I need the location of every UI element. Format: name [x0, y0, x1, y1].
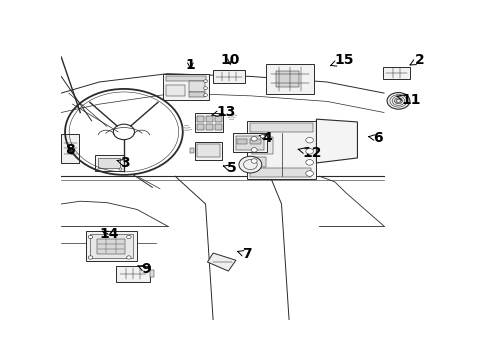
Circle shape — [119, 168, 122, 170]
Circle shape — [306, 138, 314, 143]
Circle shape — [88, 235, 93, 239]
Bar — [190, 148, 194, 153]
Text: 13: 13 — [212, 105, 236, 119]
Text: 15: 15 — [330, 53, 354, 67]
Polygon shape — [207, 253, 236, 271]
Bar — [95, 155, 124, 171]
Bar — [250, 168, 311, 177]
Bar — [252, 138, 273, 154]
Bar — [61, 134, 79, 163]
Bar — [250, 123, 313, 132]
Bar — [116, 266, 150, 282]
Text: 2: 2 — [410, 53, 424, 67]
Text: 6: 6 — [368, 131, 382, 145]
Text: 5: 5 — [223, 162, 236, 175]
Text: 1: 1 — [186, 58, 195, 72]
Text: 8: 8 — [65, 143, 75, 157]
Circle shape — [260, 135, 265, 138]
Bar — [247, 121, 316, 179]
Text: 10: 10 — [220, 53, 240, 67]
Circle shape — [126, 256, 131, 259]
Polygon shape — [317, 119, 358, 163]
Circle shape — [387, 93, 410, 109]
Text: 7: 7 — [237, 247, 251, 261]
Bar — [189, 81, 205, 92]
Text: 9: 9 — [138, 262, 150, 276]
Bar — [251, 157, 267, 167]
Circle shape — [306, 171, 314, 176]
Bar — [215, 124, 221, 130]
Bar — [215, 116, 221, 122]
Bar — [97, 239, 125, 254]
Bar — [163, 74, 209, 100]
Bar — [233, 133, 267, 152]
Bar — [213, 70, 245, 84]
Bar — [98, 158, 121, 168]
Bar — [195, 113, 223, 132]
Bar — [197, 144, 220, 157]
Text: 3: 3 — [117, 156, 130, 170]
Circle shape — [306, 149, 314, 154]
Bar — [195, 141, 222, 159]
Bar — [276, 72, 299, 87]
Bar — [197, 124, 204, 130]
Circle shape — [204, 94, 207, 96]
Bar — [236, 136, 264, 150]
Text: 4: 4 — [260, 131, 272, 145]
Circle shape — [88, 256, 93, 259]
Bar — [237, 139, 247, 144]
Circle shape — [126, 235, 131, 239]
Text: 14: 14 — [99, 228, 119, 242]
Circle shape — [306, 159, 314, 165]
Bar — [166, 85, 185, 96]
Bar — [197, 116, 204, 122]
Bar — [249, 139, 261, 144]
Bar — [166, 76, 206, 81]
Bar — [267, 64, 314, 94]
Circle shape — [251, 148, 257, 152]
Circle shape — [251, 136, 257, 141]
Bar — [189, 92, 205, 97]
Bar — [90, 234, 133, 258]
Bar — [206, 116, 213, 122]
Bar — [383, 67, 410, 79]
Text: 12: 12 — [298, 146, 322, 160]
Circle shape — [251, 159, 257, 163]
Circle shape — [239, 156, 262, 173]
Circle shape — [204, 87, 207, 90]
Bar — [206, 124, 213, 130]
Text: 11: 11 — [397, 93, 420, 107]
Bar — [150, 270, 154, 277]
Circle shape — [204, 80, 207, 82]
Bar — [86, 231, 137, 261]
